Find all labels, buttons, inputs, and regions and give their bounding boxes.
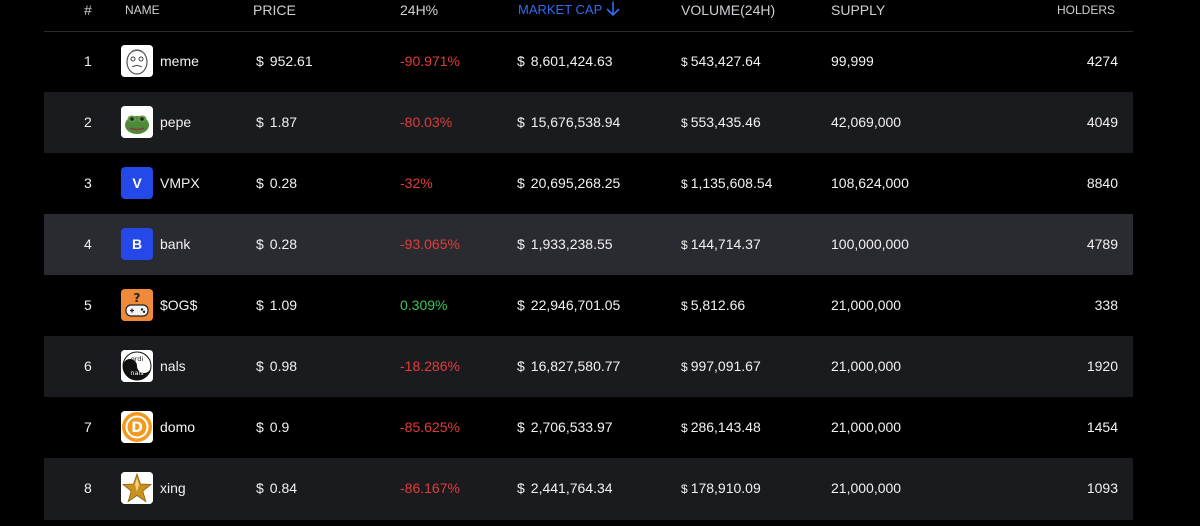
table-bottom-divider xyxy=(44,519,1133,520)
token-price: $0.28 xyxy=(256,175,298,191)
table-row[interactable]: 5 ? $OG$ $1.09 0.309% $22,946,701.05 $5,… xyxy=(44,275,1133,336)
token-name[interactable]: domo xyxy=(160,419,196,435)
token-holders: 4049 xyxy=(1086,114,1118,130)
token-holders: 1920 xyxy=(1086,358,1118,374)
token-market-cap: $2,441,764.34 xyxy=(517,480,613,496)
token-name[interactable]: xing xyxy=(160,480,186,496)
table-row[interactable]: 1 meme $952.61 -90.971% $8,601,424.63 $5… xyxy=(44,31,1133,92)
token-price: $1.87 xyxy=(256,114,298,130)
token-price: $952.61 xyxy=(256,53,313,69)
header-volume[interactable]: VOLUME(24H) xyxy=(681,2,776,18)
token-volume: $144,714.37 xyxy=(681,236,761,252)
token-holders: 1093 xyxy=(1086,480,1118,496)
token-name[interactable]: nals xyxy=(160,358,186,374)
token-name[interactable]: bank xyxy=(160,236,191,252)
meme-face-icon xyxy=(121,45,153,77)
token-change: -85.625% xyxy=(400,419,460,435)
token-market-cap: $2,706,533.97 xyxy=(517,419,613,435)
header-market-cap-label: MARKET CAP xyxy=(518,2,603,17)
svg-text:nals: nals xyxy=(130,369,144,377)
token-holders: 1454 xyxy=(1086,419,1118,435)
table-row[interactable]: 8 xing $0.84 -86.167% $2,441,764.34 $178… xyxy=(44,458,1133,519)
token-volume: $178,910.09 xyxy=(681,480,761,496)
token-volume: $997,091.67 xyxy=(681,358,761,374)
table-row[interactable]: 4 B bank $0.28 -93.065% $1,933,238.55 $1… xyxy=(44,214,1133,275)
pepe-frog-icon xyxy=(121,106,153,138)
token-name[interactable]: $OG$ xyxy=(160,297,198,313)
row-rank: 5 xyxy=(84,297,92,313)
header-change[interactable]: 24H% xyxy=(400,2,439,18)
token-table: # NAME PRICE 24H% MARKET CAP VOLUME(24H)… xyxy=(44,0,1133,519)
row-rank: 8 xyxy=(84,480,92,496)
token-supply: 100,000,000 xyxy=(831,236,909,252)
svg-text:?: ? xyxy=(134,291,141,305)
token-change: -90.971% xyxy=(400,53,460,69)
row-rank: 3 xyxy=(84,175,92,191)
table-row[interactable]: 2 pepe $1.87 -80.03% $15,676,538.94 $553… xyxy=(44,92,1133,153)
token-supply: 21,000,000 xyxy=(831,358,902,374)
token-supply: 21,000,000 xyxy=(831,297,902,313)
token-holders: 4274 xyxy=(1086,53,1118,69)
token-holders: 8840 xyxy=(1086,175,1118,191)
token-market-cap: $8,601,424.63 xyxy=(517,53,613,69)
gold-star-icon xyxy=(121,472,153,504)
header-holders[interactable]: HOLDERS xyxy=(1056,3,1115,17)
token-name[interactable]: meme xyxy=(160,53,199,69)
table-row[interactable]: 7 D domo $0.9 -85.625% $2,706,533.97 $28… xyxy=(44,397,1133,458)
header-market-cap[interactable]: MARKET CAP xyxy=(518,1,620,20)
token-supply: 21,000,000 xyxy=(831,480,902,496)
header-price[interactable]: PRICE xyxy=(253,2,296,18)
token-market-cap: $15,676,538.94 xyxy=(517,114,621,130)
token-market-cap: $22,946,701.05 xyxy=(517,297,621,313)
token-change: -32% xyxy=(400,175,433,191)
token-holders: 4789 xyxy=(1086,236,1118,252)
token-holders: 338 xyxy=(1094,297,1118,313)
header-supply[interactable]: SUPPLY xyxy=(831,2,886,18)
svg-text:D: D xyxy=(131,420,143,436)
token-supply: 42,069,000 xyxy=(831,114,902,130)
token-supply: 99,999 xyxy=(831,53,874,69)
token-price: $1.09 xyxy=(256,297,298,313)
token-market-cap: $20,695,268.25 xyxy=(517,175,621,191)
game-controller-question-icon: ? xyxy=(121,289,153,321)
table-row[interactable]: 6 ordi nals nals $0.98 -18.286% $16,827,5… xyxy=(44,336,1133,397)
token-volume: $553,435.46 xyxy=(681,114,761,130)
token-price: $0.28 xyxy=(256,236,298,252)
svg-text:ordi: ordi xyxy=(131,355,144,363)
token-market-cap: $16,827,580.77 xyxy=(517,358,621,374)
token-price: $0.84 xyxy=(256,480,298,496)
token-price: $0.9 xyxy=(256,419,290,435)
token-volume: $5,812.66 xyxy=(681,297,746,313)
row-rank: 7 xyxy=(84,419,92,435)
header-rank[interactable]: # xyxy=(84,2,92,18)
table-header: # NAME PRICE 24H% MARKET CAP VOLUME(24H)… xyxy=(44,0,1133,32)
letter-b-icon: B xyxy=(121,228,153,260)
token-name[interactable]: VMPX xyxy=(160,175,200,191)
table-row[interactable]: 3 V VMPX $0.28 -32% $20,695,268.25 $1,13… xyxy=(44,153,1133,214)
token-price: $0.98 xyxy=(256,358,298,374)
token-change: -18.286% xyxy=(400,358,460,374)
token-volume: $1,135,608.54 xyxy=(681,175,773,191)
token-market-cap: $1,933,238.55 xyxy=(517,236,613,252)
token-volume: $286,143.48 xyxy=(681,419,761,435)
row-rank: 6 xyxy=(84,358,92,374)
token-supply: 108,624,000 xyxy=(831,175,909,191)
token-change: -86.167% xyxy=(400,480,460,496)
token-volume: $543,427.64 xyxy=(681,53,761,69)
row-rank: 1 xyxy=(84,53,92,69)
token-change: -93.065% xyxy=(400,236,460,252)
header-name[interactable]: NAME xyxy=(125,3,160,17)
token-change: 0.309% xyxy=(400,297,448,313)
row-rank: 2 xyxy=(84,114,92,130)
ordi-nals-yin-yang-icon: ordi nals xyxy=(121,350,153,382)
domo-coin-icon: D xyxy=(121,411,153,443)
token-supply: 21,000,000 xyxy=(831,419,902,435)
arrow-down-icon xyxy=(606,1,620,20)
token-name[interactable]: pepe xyxy=(160,114,192,130)
row-rank: 4 xyxy=(84,236,92,252)
token-change: -80.03% xyxy=(400,114,453,130)
letter-v-icon: V xyxy=(121,167,153,199)
